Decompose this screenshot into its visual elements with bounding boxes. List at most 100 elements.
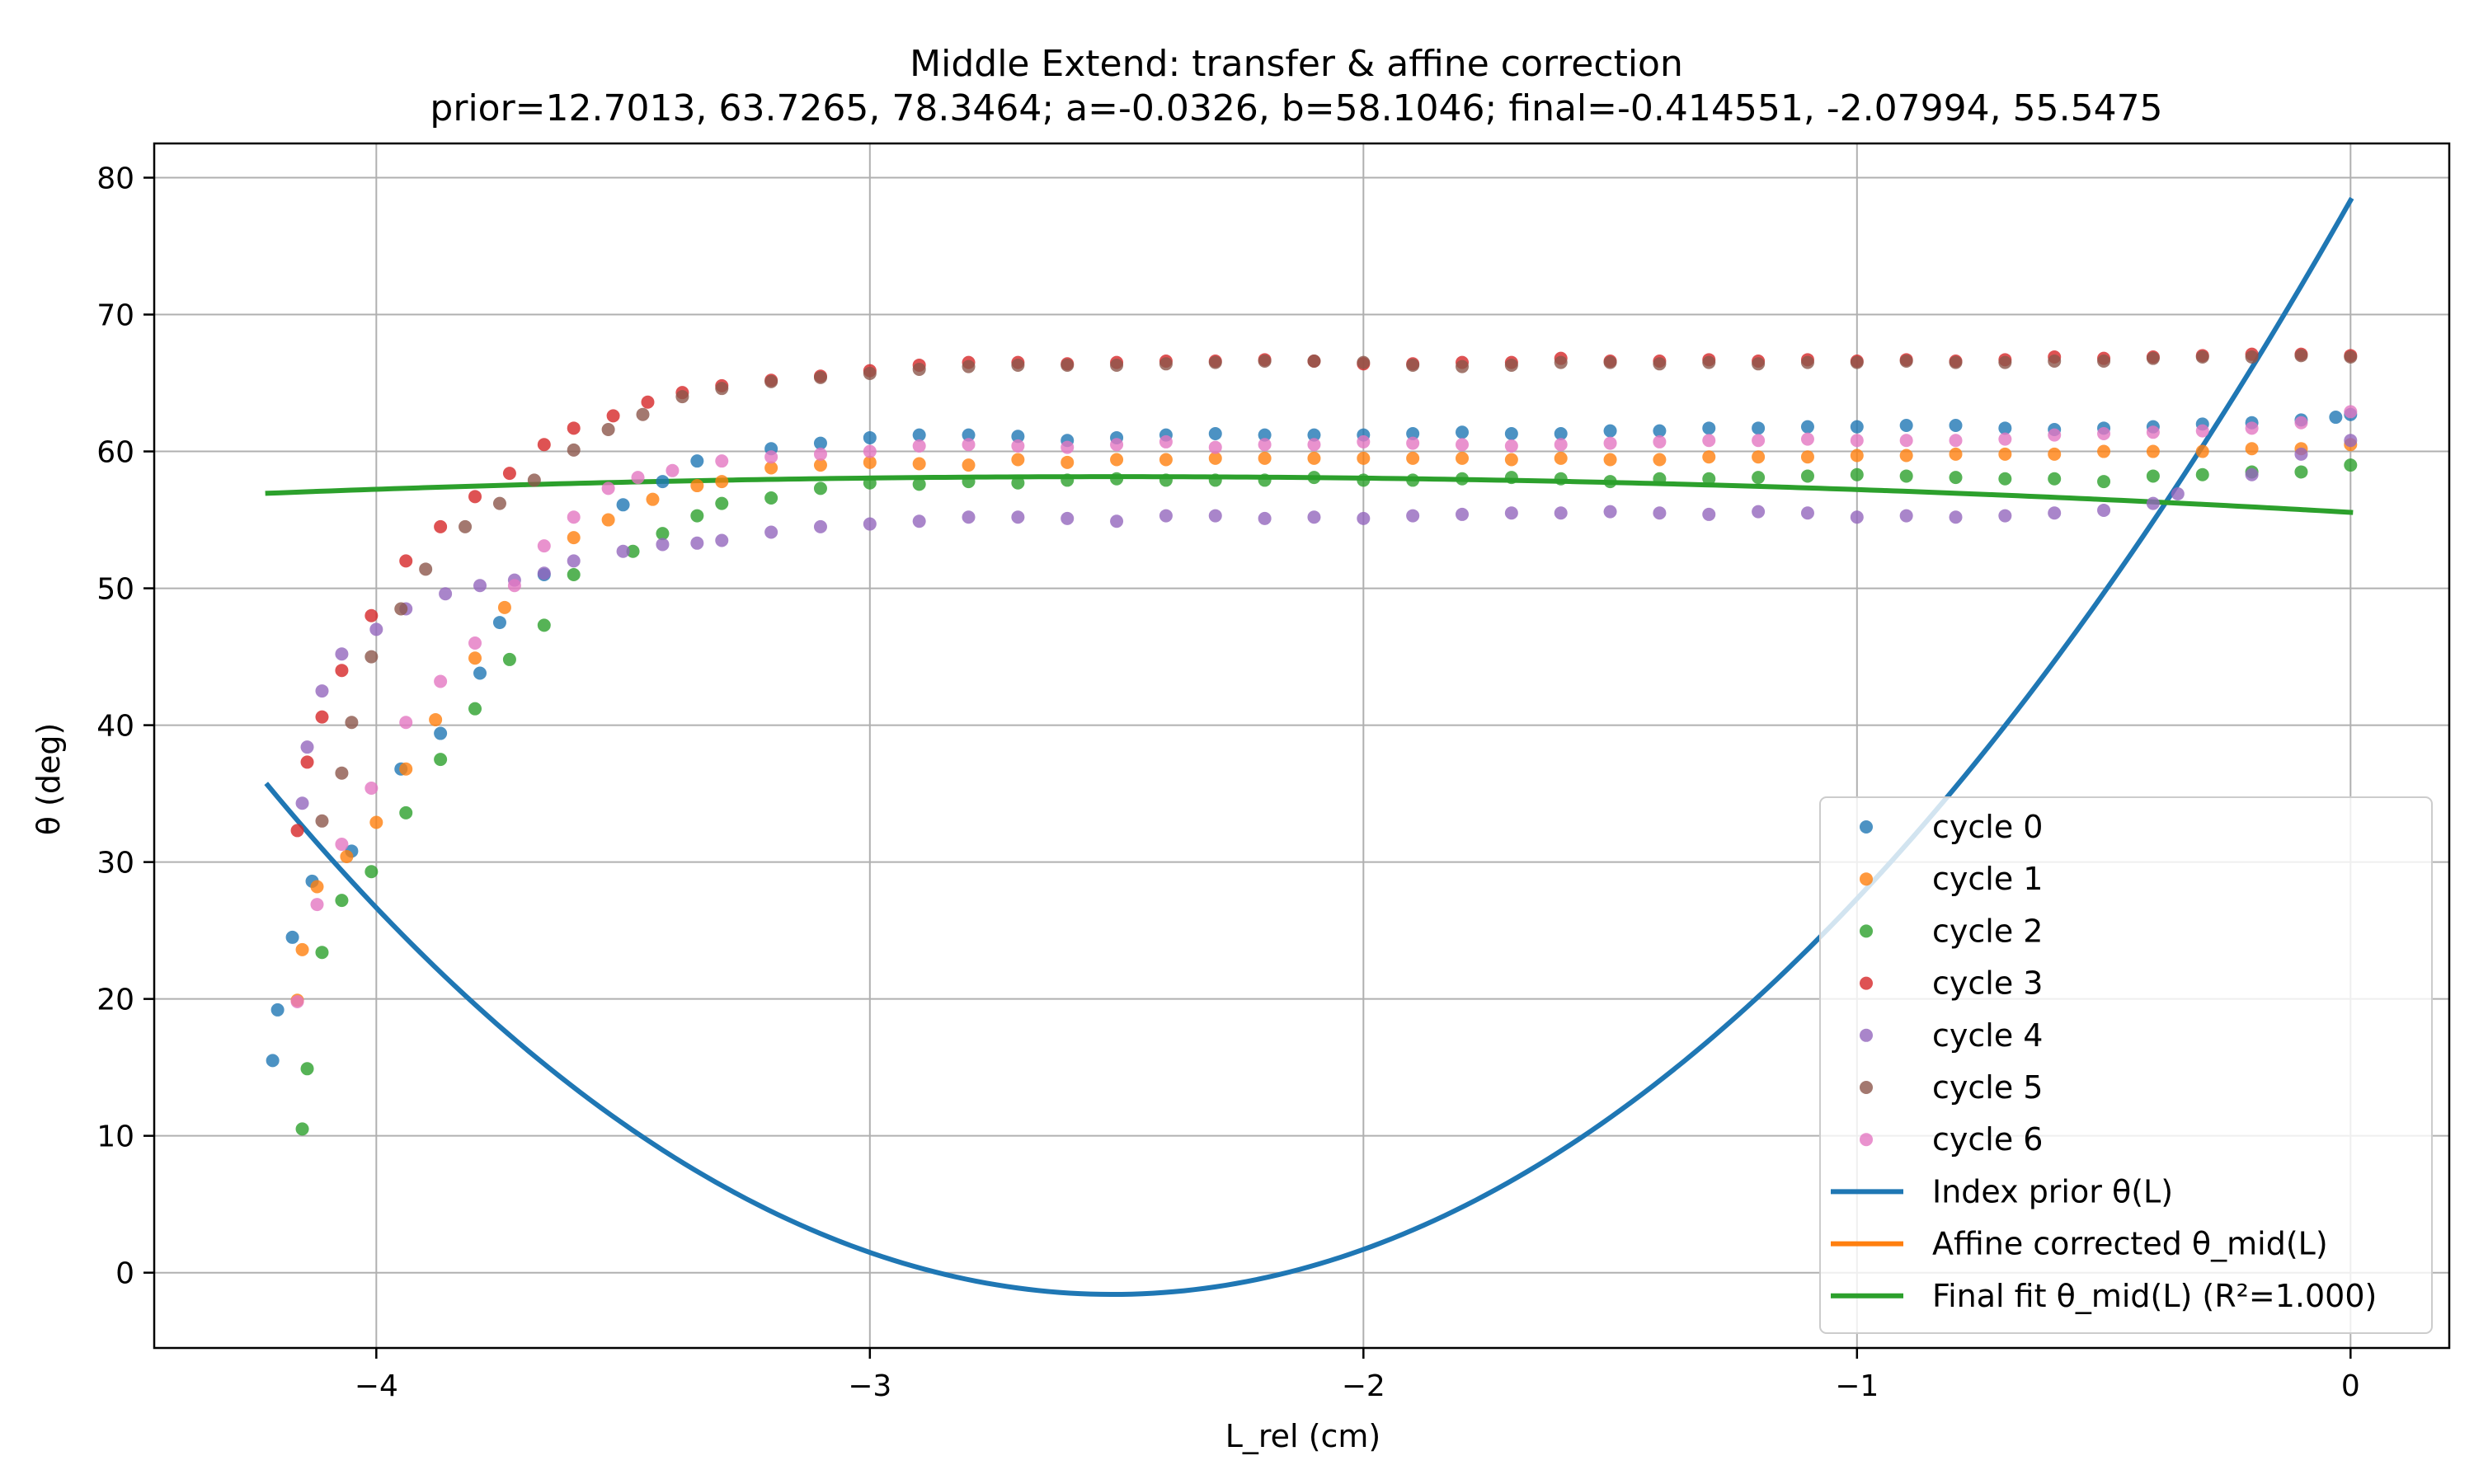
scatter-point-cycle-2 xyxy=(335,894,349,908)
scatter-point-cycle-4 xyxy=(1850,510,1864,524)
scatter-point-cycle-3 xyxy=(315,710,329,724)
scatter-point-cycle-5 xyxy=(636,407,650,421)
scatter-point-cycle-0 xyxy=(1208,426,1222,440)
scatter-point-cycle-6 xyxy=(962,438,976,452)
scatter-point-cycle-2 xyxy=(1998,472,2012,486)
scatter-point-cycle-6 xyxy=(666,463,680,477)
legend-label-cycle-0: cycle 0 xyxy=(1932,809,2043,845)
scatter-point-cycle-4 xyxy=(962,510,976,524)
scatter-point-cycle-2 xyxy=(962,475,976,489)
grid xyxy=(154,143,2449,1348)
scatter-point-cycle-0 xyxy=(285,930,299,944)
scatter-point-cycle-4 xyxy=(1702,507,1716,521)
scatter-point-cycle-1 xyxy=(1998,447,2012,461)
scatter-point-cycle-2 xyxy=(1504,471,1518,485)
scatter-point-cycle-1 xyxy=(1800,450,1814,464)
scatter-point-cycle-1 xyxy=(567,531,581,545)
scatter-point-cycle-5 xyxy=(2245,350,2259,364)
scatter-point-cycle-2 xyxy=(656,527,670,541)
scatter-point-cycle-0 xyxy=(1456,425,1470,439)
scatter-point-cycle-3 xyxy=(567,421,581,435)
scatter-point-cycle-5 xyxy=(2195,350,2209,364)
scatter-point-cycle-5 xyxy=(1752,357,1766,371)
scatter-point-cycle-1 xyxy=(1603,453,1617,467)
scatter-point-cycle-5 xyxy=(1800,355,1814,369)
scatter-point-cycle-4 xyxy=(1899,509,1913,523)
scatter-point-cycle-1 xyxy=(1208,451,1222,465)
scatter-point-cycle-1 xyxy=(2245,442,2259,456)
scatter-point-cycle-3 xyxy=(399,554,413,568)
scatter-point-cycle-6 xyxy=(1159,434,1173,448)
scatter-point-cycle-0 xyxy=(1949,419,1963,433)
scatter-point-cycle-6 xyxy=(290,994,304,1008)
scatter-point-cycle-5 xyxy=(601,422,615,436)
scatter-point-cycle-4 xyxy=(537,566,551,580)
legend-label-cycle-2: cycle 2 xyxy=(1932,913,2043,949)
scatter-point-cycle-4 xyxy=(1258,511,1272,525)
scatter-point-cycle-5 xyxy=(527,473,541,487)
scatter-point-cycle-5 xyxy=(1603,355,1617,369)
axis-ticks: −4 −3 −2 −1 0 0 10 20 30 40 50 60 70 80 xyxy=(96,162,2360,1403)
scatter-point-cycle-6 xyxy=(1406,436,1420,450)
scatter-point-cycle-2 xyxy=(1258,473,1272,487)
scatter-point-cycle-4 xyxy=(690,536,704,550)
scatter-point-cycle-2 xyxy=(1702,472,1716,486)
scatter-point-cycle-1 xyxy=(601,513,615,527)
scatter-point-cycle-2 xyxy=(1456,472,1470,486)
scatter-point-cycle-5 xyxy=(492,496,506,510)
x-tick-label: −4 xyxy=(355,1369,398,1403)
scatter-point-cycle-0 xyxy=(690,454,704,468)
scatter-point-cycle-6 xyxy=(2344,405,2358,419)
scatter-point-cycle-2 xyxy=(1208,473,1222,487)
scatter-point-cycle-6 xyxy=(2097,426,2111,440)
scatter-point-cycle-1 xyxy=(1406,451,1420,465)
legend-label-cycle-3: cycle 3 xyxy=(1932,965,2043,1002)
scatter-point-cycle-5 xyxy=(1653,357,1667,371)
scatter-point-cycle-1 xyxy=(340,849,354,863)
legend-marker-cycle-1 xyxy=(1860,872,1873,886)
scatter-point-cycle-4 xyxy=(1949,510,1963,524)
scatter-point-cycle-0 xyxy=(1406,426,1420,440)
scatter-point-cycle-1 xyxy=(962,458,976,472)
scatter-point-cycle-0 xyxy=(1258,428,1272,442)
scatter-point-cycle-2 xyxy=(1850,467,1864,481)
scatter-point-cycle-1 xyxy=(497,600,511,614)
scatter-point-cycle-3 xyxy=(365,608,379,622)
scatter-point-cycle-0 xyxy=(1899,419,1913,433)
scatter-point-cycle-5 xyxy=(912,362,926,376)
scatter-point-cycle-0 xyxy=(1752,421,1766,435)
scatter-point-cycle-5 xyxy=(1406,358,1420,372)
scatter-point-cycle-4 xyxy=(715,533,729,547)
scatter-point-cycle-2 xyxy=(295,1122,309,1136)
scatter-point-cycle-0 xyxy=(912,428,926,442)
scatter-point-cycle-4 xyxy=(1653,506,1667,520)
scatter-point-cycle-2 xyxy=(2344,458,2358,472)
scatter-point-cycle-5 xyxy=(962,359,976,373)
scatter-point-cycle-1 xyxy=(1258,451,1272,465)
scatter-point-cycle-4 xyxy=(1554,506,1568,520)
scatter-point-cycle-4 xyxy=(2146,496,2160,510)
y-tick-label: 30 xyxy=(96,847,134,881)
scatter-point-cycle-1 xyxy=(1061,455,1075,469)
scatter-point-cycle-1 xyxy=(912,457,926,471)
scatter-point-cycle-6 xyxy=(863,444,877,458)
scatter-point-cycle-1 xyxy=(863,455,877,469)
scatter-point-cycle-5 xyxy=(1899,354,1913,368)
scatter-point-cycle-4 xyxy=(656,538,670,552)
scatter-point-cycle-1 xyxy=(715,475,729,489)
scatter-point-cycle-5 xyxy=(345,716,359,730)
scatter-point-cycle-6 xyxy=(1800,432,1814,446)
scatter-point-cycle-5 xyxy=(675,390,689,404)
scatter-point-cycle-1 xyxy=(2097,444,2111,458)
scatter-point-cycle-4 xyxy=(567,554,581,568)
scatter-point-cycle-4 xyxy=(1011,510,1025,524)
scatter-point-cycle-2 xyxy=(1061,473,1075,487)
scatter-point-cycle-0 xyxy=(473,666,487,680)
scatter-point-cycle-1 xyxy=(646,492,660,506)
scatter-point-cycle-6 xyxy=(310,898,324,912)
scatter-point-cycle-5 xyxy=(315,814,329,828)
scatter-point-cycle-0 xyxy=(656,475,670,489)
legend: cycle 0 cycle 1 cycle 2 cycle 3 cycle 4 cycle… xyxy=(1819,796,2433,1334)
legend-marker-cycle-0 xyxy=(1860,820,1873,834)
scatter-point-cycle-1 xyxy=(1307,451,1321,465)
